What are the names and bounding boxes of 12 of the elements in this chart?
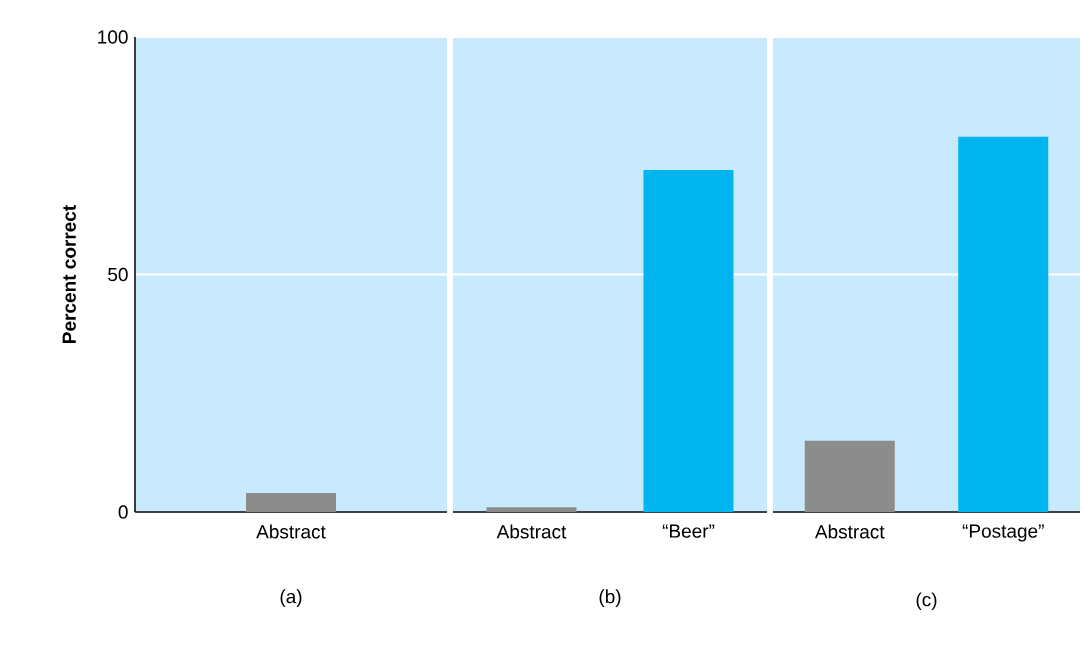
y-tick-label: 100 [98, 30, 128, 44]
y-axis-title: Percent correct [62, 205, 76, 343]
x-tick-label: “Beer” [662, 524, 715, 538]
x-tick-label: Abstract [256, 524, 326, 539]
x-tick-label: Abstract [814, 524, 885, 539]
x-axis-title: (c) [916, 592, 937, 611]
y-tick-label: 0 [118, 505, 128, 519]
x-tick-label: “Postage” [962, 524, 1044, 542]
y-tick-label: 50 [108, 267, 128, 282]
x-axis-title: (a) [280, 589, 302, 608]
x-tick-label: Abstract [496, 524, 567, 539]
x-axis-title: (b) [599, 589, 621, 608]
